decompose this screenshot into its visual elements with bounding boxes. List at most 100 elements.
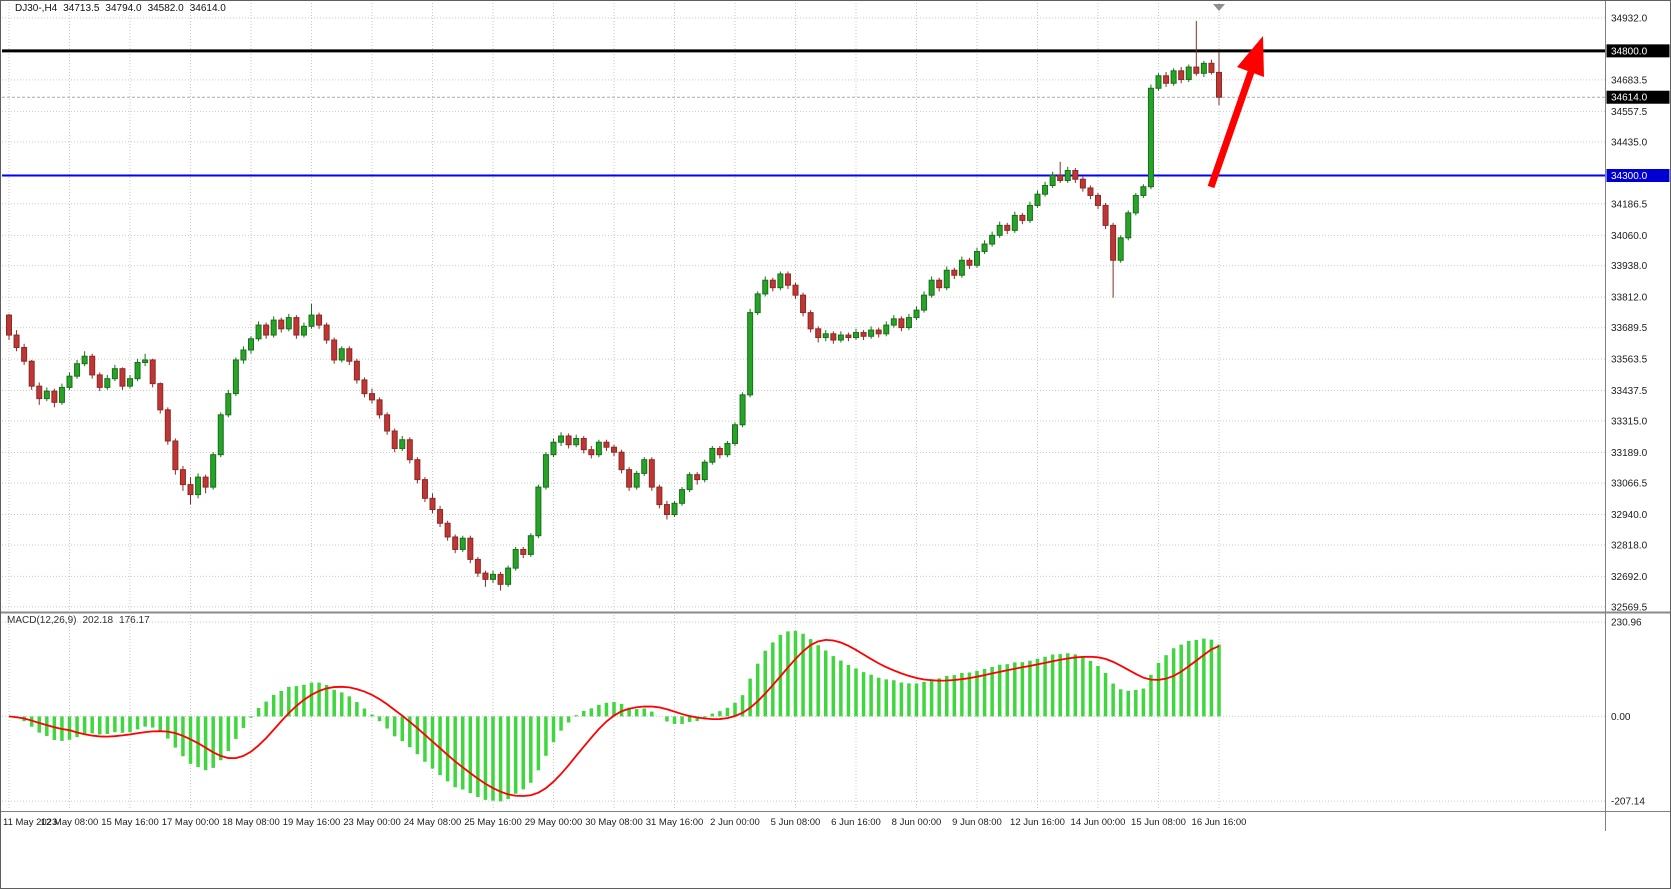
time-label: 14 Jun 00:00 <box>1071 817 1126 828</box>
candle <box>444 522 451 538</box>
candle <box>943 269 950 289</box>
candle <box>739 394 746 426</box>
candle <box>490 573 496 580</box>
macd-axis-label: 0.00 <box>1611 712 1631 723</box>
candle <box>595 441 602 456</box>
candle <box>1185 66 1192 81</box>
candle <box>74 363 81 377</box>
trend-arrow[interactable] <box>1207 36 1264 189</box>
price-label: 33689.5 <box>1611 323 1648 334</box>
candle <box>1132 194 1139 214</box>
candle <box>845 334 852 339</box>
price-label: 34186.5 <box>1611 199 1648 210</box>
candle <box>784 273 791 286</box>
candle <box>883 324 890 335</box>
time-label: 31 May 16:00 <box>646 817 704 828</box>
candle <box>830 333 837 341</box>
candle <box>603 441 610 448</box>
candle <box>1193 66 1200 74</box>
candle <box>134 361 141 380</box>
price-axis[interactable]: 34932.0 34683.5 34557.5 34435.0 34186.5 34060… <box>1606 13 1670 808</box>
candle <box>1163 75 1170 84</box>
price-badge-label: 34614.0 <box>1611 93 1648 104</box>
candle <box>648 459 655 488</box>
chart-shift-marker[interactable] <box>1213 4 1225 11</box>
candle <box>111 368 118 380</box>
candle <box>119 368 126 387</box>
candle <box>331 339 338 361</box>
candle <box>172 440 179 471</box>
price-badge <box>1606 90 1670 104</box>
candle <box>1072 170 1079 180</box>
price-label: 33066.5 <box>1611 478 1648 489</box>
candle <box>558 435 565 443</box>
candle <box>853 332 859 339</box>
candle <box>1216 71 1222 98</box>
candle <box>361 379 368 395</box>
time-label: 30 May 08:00 <box>585 817 643 828</box>
candle <box>482 572 489 580</box>
candle <box>285 317 292 330</box>
time-label: 24 May 08:00 <box>404 817 462 828</box>
price-label: 34435.0 <box>1611 137 1648 148</box>
candle <box>28 360 35 387</box>
candle <box>497 573 504 585</box>
candle <box>81 355 88 365</box>
price-label: 33812.0 <box>1611 293 1648 304</box>
candle <box>104 378 111 388</box>
candle <box>807 312 814 330</box>
candle <box>626 469 633 488</box>
candle <box>13 334 20 349</box>
candle <box>951 269 958 276</box>
candle <box>974 251 980 266</box>
candle <box>1087 187 1094 196</box>
candle <box>837 334 844 341</box>
candle <box>437 509 444 524</box>
candle <box>459 537 466 550</box>
time-label: 16 Jun 16:00 <box>1192 817 1247 828</box>
candle <box>633 472 640 488</box>
price-label: 32818.0 <box>1611 540 1648 551</box>
candle <box>36 385 43 400</box>
time-label: 15 May 16:00 <box>101 817 159 828</box>
candle <box>187 484 194 496</box>
price-badge <box>1606 169 1670 183</box>
candle <box>308 314 315 327</box>
candle <box>369 393 375 401</box>
candle <box>875 329 882 335</box>
candle <box>51 390 58 403</box>
candle <box>913 309 920 319</box>
candle <box>248 338 254 351</box>
candle <box>550 441 557 456</box>
candle <box>815 328 822 339</box>
candle <box>671 502 678 516</box>
candle <box>217 414 224 456</box>
candle <box>1208 62 1215 73</box>
candle <box>255 324 262 340</box>
candle <box>535 486 542 537</box>
macd-signal-line <box>8 638 1220 797</box>
candle <box>732 424 738 444</box>
candle <box>694 474 701 481</box>
candle <box>1117 237 1124 261</box>
candle <box>1011 214 1018 231</box>
candle <box>1034 193 1041 206</box>
candle <box>921 294 928 311</box>
price-label: 33315.0 <box>1611 417 1648 428</box>
candle <box>43 390 50 400</box>
candles <box>6 20 1222 591</box>
time-label: 2 Jun 00:00 <box>710 817 760 828</box>
candle <box>353 360 360 381</box>
price-label: 34683.5 <box>1611 75 1648 86</box>
candle <box>958 259 965 276</box>
candle <box>278 319 285 330</box>
candle <box>792 284 799 296</box>
time-label: 6 Jun 16:00 <box>831 817 881 828</box>
candle <box>936 279 943 289</box>
time-label: 23 May 00:00 <box>343 817 401 828</box>
candle <box>868 329 875 337</box>
candle <box>66 375 73 388</box>
